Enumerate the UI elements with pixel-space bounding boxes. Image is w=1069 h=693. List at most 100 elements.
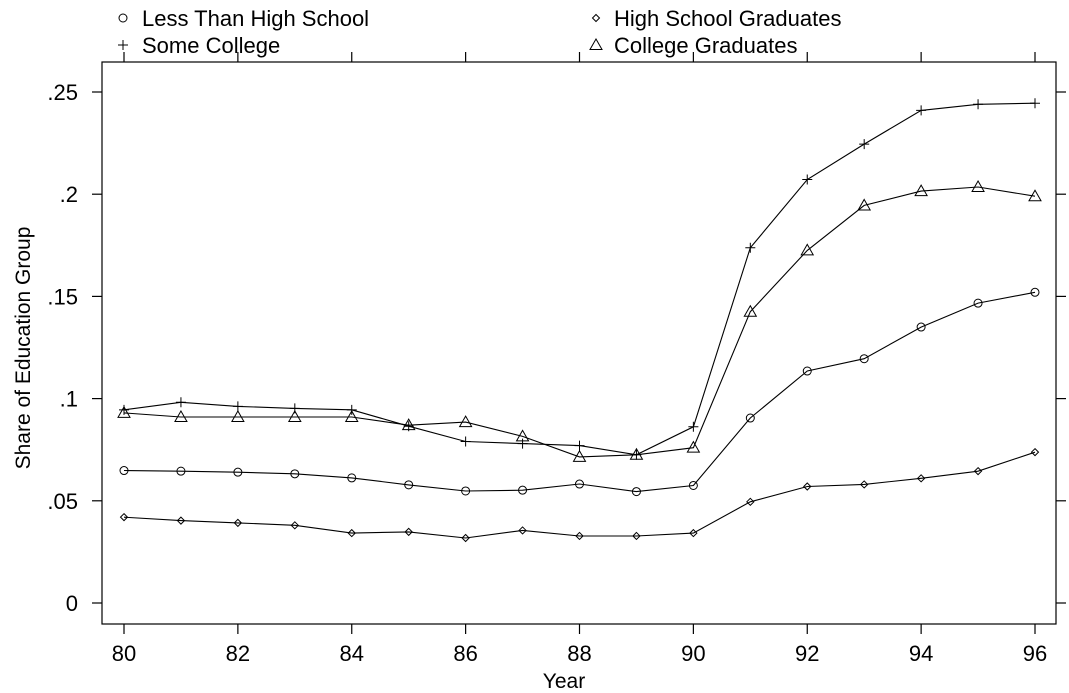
x-tick-label: 88 (567, 641, 591, 666)
legend-plus-icon (118, 40, 128, 50)
data-point-circle (802, 366, 812, 376)
data-point-diamond (916, 474, 926, 483)
data-point-triangle (287, 409, 302, 422)
data-point-diamond (1030, 447, 1040, 457)
data-point-plus (802, 174, 813, 185)
legend-label: College Graduates (614, 33, 797, 58)
data-point-diamond (632, 531, 641, 541)
data-point-plus (232, 401, 243, 412)
data-point-diamond (859, 480, 869, 489)
data-point-diamond (803, 482, 812, 491)
data-point-circle (973, 298, 983, 308)
data-point-plus (1030, 98, 1040, 109)
legend-item-circle: Less Than High School (118, 6, 369, 31)
data-point-plus (688, 421, 699, 432)
data-point-triangle (914, 184, 928, 197)
x-tick-label: 94 (909, 641, 933, 666)
y-axis-title: Share of Education Group (12, 227, 35, 470)
data-point-circle (347, 473, 357, 483)
data-point-diamond (233, 518, 243, 528)
data-point-triangle (231, 409, 245, 422)
y-tick-label: .05 (47, 489, 78, 514)
data-point-plus (175, 397, 186, 408)
series-line-plus (123, 102, 1036, 456)
data-point-triangle (971, 180, 985, 193)
legend-triangle-icon (589, 37, 603, 50)
y-tick-label: 0 (66, 591, 78, 616)
data-point-diamond (119, 512, 129, 522)
data-point-diamond (518, 526, 527, 535)
series-circle (119, 287, 1040, 497)
series-plus (119, 98, 1040, 460)
data-point-triangle (800, 243, 815, 256)
series-diamond (119, 447, 1040, 543)
data-point-triangle (515, 429, 530, 442)
data-point-triangle (458, 415, 473, 428)
x-tick-label: 90 (681, 641, 705, 666)
data-point-circle (119, 466, 129, 476)
y-tick-label: .15 (47, 284, 78, 309)
legend-item-diamond: High School Graduates (591, 6, 841, 31)
data-point-circle (859, 354, 869, 364)
data-point-triangle (117, 405, 131, 418)
legend-diamond-icon (591, 13, 601, 23)
axis-ticks: 80 82 84 86 88 90 92 94 96 0 .05 .1 .15 .2 .25 (47, 52, 1066, 666)
legend-label: Some College (142, 33, 280, 58)
data-point-plus (574, 440, 585, 451)
legend-label: Less Than High School (142, 6, 369, 31)
y-tick-label: .2 (60, 182, 78, 207)
data-point-triangle (686, 440, 701, 453)
data-point-circle (404, 480, 414, 490)
data-point-diamond (404, 527, 413, 537)
x-tick-label: 96 (1023, 641, 1047, 666)
data-point-plus (346, 404, 357, 415)
plot-frame (101, 61, 1057, 625)
data-point-triangle (401, 418, 416, 431)
legend-item-plus: Some College (118, 33, 280, 58)
data-point-triangle (572, 449, 587, 462)
data-point-circle (233, 467, 243, 477)
data-point-plus (460, 436, 471, 447)
series-group (117, 98, 1042, 543)
data-point-circle (290, 469, 300, 479)
legend-label: High School Graduates (614, 6, 841, 31)
series-triangle (117, 180, 1042, 462)
data-point-plus (517, 438, 528, 449)
series-line-circle (123, 291, 1036, 493)
series-line-diamond (123, 451, 1036, 539)
data-point-circle (916, 322, 926, 332)
x-tick-label: 84 (340, 641, 364, 666)
data-point-circle (1030, 287, 1040, 297)
data-point-diamond (461, 533, 470, 543)
data-point-triangle (1028, 189, 1042, 202)
data-point-circle (745, 413, 755, 423)
data-point-plus (916, 105, 927, 116)
data-point-triangle (174, 409, 188, 422)
data-point-triangle (344, 409, 359, 422)
data-point-plus (745, 242, 756, 253)
data-point-diamond (176, 516, 186, 525)
data-point-triangle (743, 304, 758, 317)
legend: Less Than High School High School Graduat… (118, 6, 841, 58)
data-point-diamond (575, 531, 584, 541)
x-tick-label: 92 (795, 641, 819, 666)
data-point-diamond (746, 497, 755, 507)
data-point-diamond (973, 466, 983, 476)
series-line-triangle (123, 186, 1036, 458)
data-point-plus (973, 99, 984, 110)
data-point-circle (461, 486, 471, 496)
data-point-diamond (347, 528, 356, 538)
x-axis-title: Year (543, 670, 585, 693)
data-point-triangle (629, 447, 644, 460)
data-point-circle (575, 479, 584, 489)
data-point-plus (859, 139, 870, 150)
data-point-triangle (857, 198, 872, 211)
data-point-circle (688, 480, 698, 490)
y-tick-label: .25 (47, 80, 78, 105)
data-point-diamond (290, 521, 300, 530)
legend-circle-icon (118, 13, 128, 23)
data-point-diamond (689, 528, 698, 538)
y-tick-label: .1 (60, 387, 78, 412)
data-point-circle (518, 485, 528, 495)
